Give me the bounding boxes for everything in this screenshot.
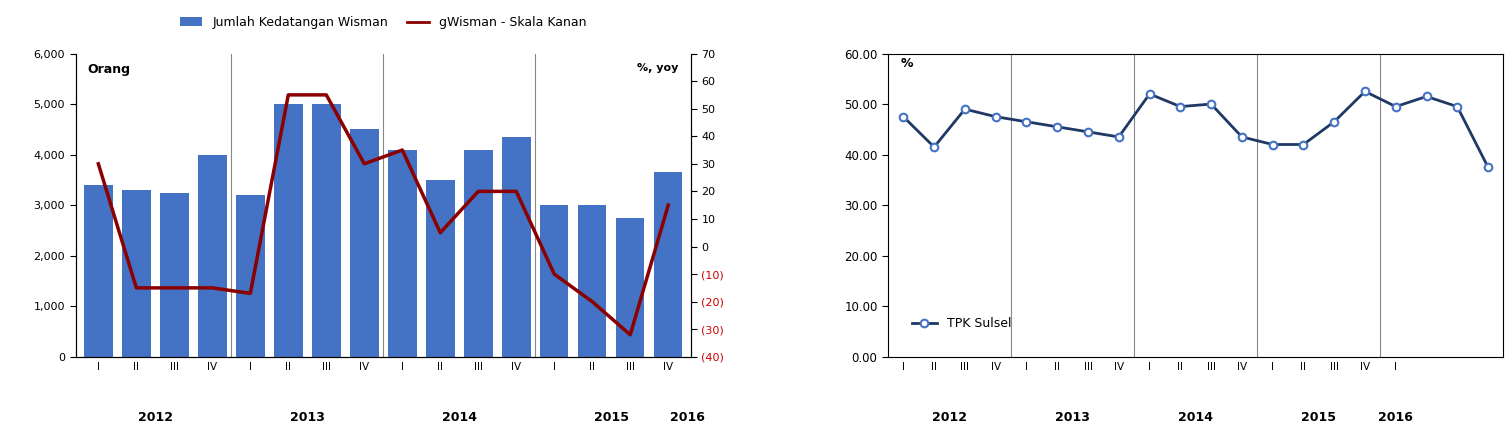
Legend: TPK Sulsel: TPK Sulsel xyxy=(907,312,1015,335)
Text: 2015: 2015 xyxy=(1301,411,1336,425)
Bar xyxy=(579,205,606,357)
Bar xyxy=(273,104,302,357)
Text: 2012: 2012 xyxy=(932,411,967,425)
Text: 2012: 2012 xyxy=(138,411,172,425)
Text: %: % xyxy=(901,57,913,70)
Text: 2014: 2014 xyxy=(441,411,477,425)
Bar xyxy=(464,149,493,357)
Text: 2013: 2013 xyxy=(290,411,325,425)
Bar xyxy=(654,172,683,357)
Bar xyxy=(616,218,645,357)
Text: 2016: 2016 xyxy=(1378,411,1413,425)
Bar xyxy=(502,137,530,357)
Legend: Jumlah Kedatangan Wisman, gWisman - Skala Kanan: Jumlah Kedatangan Wisman, gWisman - Skal… xyxy=(175,11,592,34)
Bar xyxy=(85,185,113,357)
Bar xyxy=(351,129,379,357)
Text: %, yoy: %, yoy xyxy=(638,62,678,73)
Text: 2013: 2013 xyxy=(1055,411,1089,425)
Bar xyxy=(122,190,151,357)
Text: 2015: 2015 xyxy=(594,411,629,425)
Text: 2016: 2016 xyxy=(669,411,704,425)
Bar xyxy=(160,193,189,357)
Bar xyxy=(426,180,455,357)
Bar xyxy=(198,155,227,357)
Bar xyxy=(236,195,264,357)
Bar xyxy=(313,104,340,357)
Text: 2014: 2014 xyxy=(1179,411,1213,425)
Text: Orang: Orang xyxy=(88,62,131,76)
Bar xyxy=(539,205,568,357)
Bar xyxy=(388,149,417,357)
